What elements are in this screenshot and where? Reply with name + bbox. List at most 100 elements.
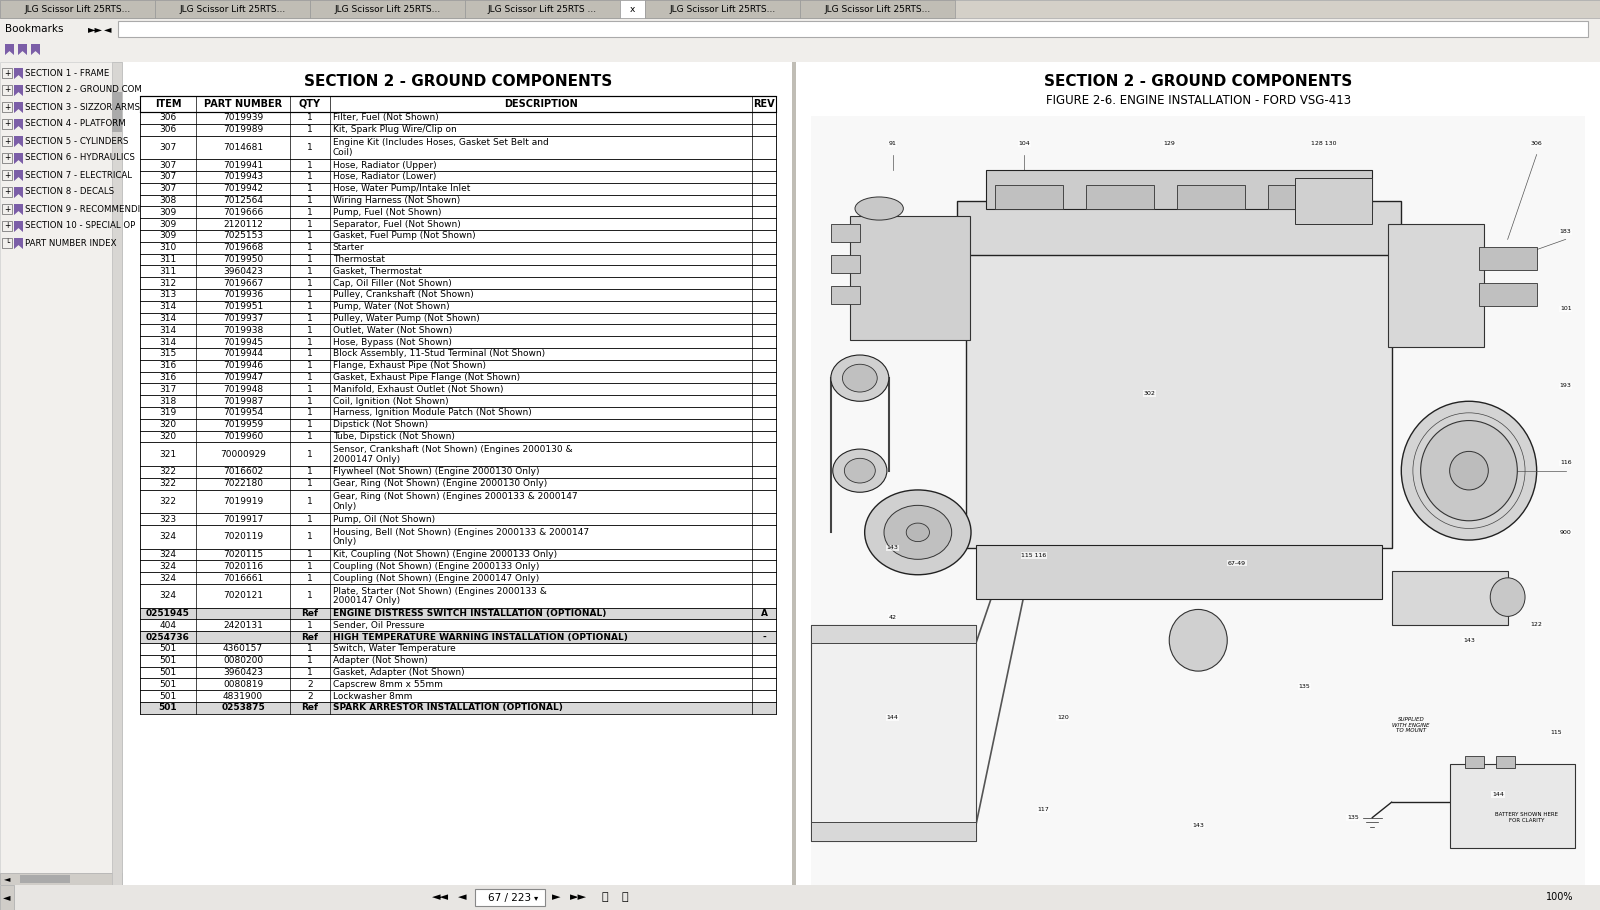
Text: 1: 1: [307, 668, 314, 677]
Text: 0080819: 0080819: [222, 680, 264, 689]
Text: Outlet, Water (Not Shown): Outlet, Water (Not Shown): [333, 326, 453, 335]
Ellipse shape: [845, 459, 875, 483]
Text: +: +: [3, 221, 10, 230]
Text: ▾: ▾: [534, 893, 538, 902]
Text: 0254736: 0254736: [146, 632, 190, 642]
Ellipse shape: [830, 355, 890, 401]
Text: SECTION 3 - SIZZOR ARMS: SECTION 3 - SIZZOR ARMS: [26, 103, 141, 112]
Ellipse shape: [906, 523, 930, 541]
Bar: [30, 44, 40, 56]
Text: Kit, Spark Plug Wire/Clip on: Kit, Spark Plug Wire/Clip on: [333, 126, 456, 134]
Text: 143: 143: [1192, 823, 1205, 828]
Text: 1: 1: [307, 231, 314, 240]
Text: ◄: ◄: [104, 24, 112, 34]
Text: BATTERY SHOWN HERE
FOR CLARITY: BATTERY SHOWN HERE FOR CLARITY: [1496, 813, 1558, 823]
Bar: [141, 395, 776, 407]
Text: Pulley, Crankshaft (Not Shown): Pulley, Crankshaft (Not Shown): [333, 290, 474, 299]
Bar: [830, 224, 859, 242]
Text: 3960423: 3960423: [222, 668, 262, 677]
Bar: [141, 218, 776, 230]
Bar: [14, 238, 22, 250]
Text: 143: 143: [886, 545, 899, 551]
Polygon shape: [14, 161, 22, 165]
Text: └: └: [5, 240, 10, 246]
Text: 100%: 100%: [1546, 893, 1574, 903]
Text: SECTION 1 - FRAME: SECTION 1 - FRAME: [26, 68, 109, 77]
Bar: [792, 62, 797, 885]
Text: 2000147 Only): 2000147 Only): [333, 455, 400, 464]
Text: 1: 1: [307, 126, 314, 134]
Bar: [141, 324, 776, 336]
Text: 900: 900: [1560, 530, 1571, 535]
Ellipse shape: [1170, 610, 1227, 671]
Text: 309: 309: [160, 231, 176, 240]
Text: 1: 1: [307, 314, 314, 323]
Bar: [141, 159, 776, 171]
Bar: [0, 885, 1600, 910]
Text: +: +: [3, 68, 10, 77]
Bar: [141, 266, 776, 278]
Text: 1: 1: [307, 514, 314, 523]
Text: 314: 314: [160, 338, 176, 347]
Bar: [2, 85, 13, 95]
Text: 7019960: 7019960: [222, 432, 264, 441]
Text: Lockwasher 8mm: Lockwasher 8mm: [333, 692, 413, 701]
Text: JLG Scissor Lift 25RTS...: JLG Scissor Lift 25RTS...: [24, 5, 131, 14]
Text: 501: 501: [158, 703, 178, 713]
Text: Switch, Water Temperature: Switch, Water Temperature: [333, 644, 456, 653]
Text: 1: 1: [307, 338, 314, 347]
Bar: [141, 183, 776, 195]
Bar: [811, 625, 976, 643]
Text: 7019954: 7019954: [222, 409, 262, 418]
Text: 115: 115: [1550, 731, 1562, 735]
Text: +: +: [3, 86, 10, 95]
Text: 1: 1: [307, 114, 314, 123]
Text: 7020119: 7020119: [222, 532, 262, 541]
Text: 7019667: 7019667: [222, 278, 264, 288]
Ellipse shape: [1450, 451, 1488, 490]
Text: SECTION 7 - ELECTRICAL: SECTION 7 - ELECTRICAL: [26, 170, 131, 179]
Bar: [1392, 571, 1507, 625]
Bar: [141, 112, 776, 124]
Text: 0080200: 0080200: [222, 656, 262, 665]
Bar: [0, 885, 14, 910]
Text: Flywheel (Not Shown) (Engine 2000130 Only): Flywheel (Not Shown) (Engine 2000130 Onl…: [333, 468, 539, 477]
Bar: [118, 21, 1587, 37]
Text: 306: 306: [160, 114, 176, 123]
Text: 324: 324: [160, 573, 176, 582]
Text: Gear, Ring (Not Shown) (Engines 2000133 & 2000147: Gear, Ring (Not Shown) (Engines 2000133 …: [333, 492, 578, 501]
Text: 307: 307: [160, 172, 176, 181]
Text: 302: 302: [1144, 391, 1155, 396]
Text: 1: 1: [307, 385, 314, 394]
Text: 306: 306: [160, 126, 176, 134]
Bar: [14, 119, 22, 131]
Bar: [1466, 756, 1485, 768]
Text: 7019943: 7019943: [222, 172, 262, 181]
Text: 7019666: 7019666: [222, 207, 264, 217]
Text: 144: 144: [1493, 792, 1504, 797]
Bar: [0, 0, 1600, 18]
Text: 313: 313: [160, 290, 176, 299]
Bar: [141, 690, 776, 702]
Text: 0251945: 0251945: [146, 609, 190, 618]
Text: Manifold, Exhaust Outlet (Not Shown): Manifold, Exhaust Outlet (Not Shown): [333, 385, 502, 394]
Bar: [141, 278, 776, 289]
Text: 1: 1: [307, 621, 314, 630]
Text: SUPPLIED
WITH ENGINE
TO MOUNT: SUPPLIED WITH ENGINE TO MOUNT: [1392, 717, 1430, 733]
Text: Starter: Starter: [333, 243, 365, 252]
Bar: [1086, 186, 1154, 208]
Text: 1: 1: [307, 349, 314, 359]
Text: 1: 1: [307, 172, 314, 181]
Text: Pump, Oil (Not Shown): Pump, Oil (Not Shown): [333, 514, 435, 523]
Text: 2420131: 2420131: [222, 621, 262, 630]
Bar: [1496, 756, 1515, 768]
Text: 7019668: 7019668: [222, 243, 264, 252]
Text: 2: 2: [307, 692, 312, 701]
Text: 501: 501: [160, 644, 176, 653]
Text: Flange, Exhaust Pipe (Not Shown): Flange, Exhaust Pipe (Not Shown): [333, 361, 486, 370]
Text: Only): Only): [333, 538, 357, 547]
Bar: [141, 442, 776, 466]
Text: JLG Scissor Lift 25RTS...: JLG Scissor Lift 25RTS...: [824, 5, 931, 14]
Text: Ref: Ref: [301, 609, 318, 618]
Text: JLG Scissor Lift 25RTS...: JLG Scissor Lift 25RTS...: [334, 5, 440, 14]
